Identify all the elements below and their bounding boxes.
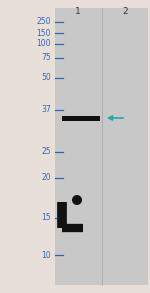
Text: 1: 1 bbox=[75, 8, 81, 16]
Text: 250: 250 bbox=[36, 18, 51, 26]
Text: 100: 100 bbox=[36, 40, 51, 49]
Text: 150: 150 bbox=[36, 28, 51, 38]
Text: 37: 37 bbox=[41, 105, 51, 115]
Text: 2: 2 bbox=[122, 8, 128, 16]
Text: 10: 10 bbox=[41, 251, 51, 260]
Bar bbox=[62, 115, 100, 120]
Text: 75: 75 bbox=[41, 54, 51, 62]
Bar bbox=[55, 8, 148, 285]
Text: 15: 15 bbox=[41, 214, 51, 222]
Text: 20: 20 bbox=[41, 173, 51, 183]
Text: 25: 25 bbox=[41, 147, 51, 156]
Circle shape bbox=[72, 195, 82, 205]
Text: 50: 50 bbox=[41, 74, 51, 83]
